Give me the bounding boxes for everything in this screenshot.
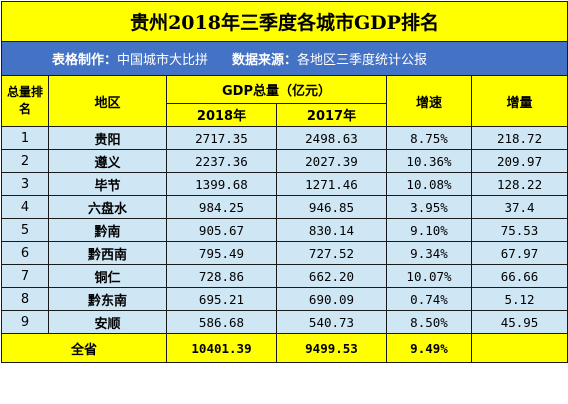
increase-cell: 66.66 [470,264,568,288]
gdp-2018-cell: 2237.36 [166,149,277,173]
region-cell: 贵阳 [48,126,167,150]
rank-cell: 5 [1,218,49,242]
region-cell: 遵义 [48,149,167,173]
gdp-2018-cell: 586.68 [166,310,277,334]
table-row: 1 贵阳 2717.35 2498.63 8.75% 218.72 [1,126,568,150]
header-year-2017: 2017年 [276,102,387,128]
table-title: 贵州2018年三季度各城市GDP排名 [0,1,568,42]
table-row: 6 黔西南 795.49 727.52 9.34% 67.97 [1,241,568,265]
table-row: 4 六盘水 984.25 946.85 3.95% 37.4 [1,195,568,219]
gdp-2018-cell: 728.86 [166,264,277,288]
gdp-2018-cell: 1399.68 [166,172,277,196]
growth-cell: 0.74% [386,287,472,311]
gdp-2017-cell: 2498.63 [276,126,387,150]
increase-cell: 5.12 [470,287,568,311]
region-cell: 黔东南 [48,287,167,311]
total-row: 全省 10401.39 9499.53 9.49% [1,333,568,363]
header-region: 地区 [48,75,167,127]
increase-cell: 45.95 [470,310,568,334]
total-gdp-2018: 10401.39 [166,333,277,363]
total-label: 全省 [1,333,167,363]
increase-cell: 67.97 [470,241,568,265]
gdp-2018-cell: 795.49 [166,241,277,265]
gdp-2017-cell: 830.14 [276,218,387,242]
header-growth: 增速 [386,75,472,127]
gdp-2017-cell: 690.09 [276,287,387,311]
region-cell: 毕节 [48,172,167,196]
total-increase [470,333,568,363]
growth-cell: 10.07% [386,264,472,288]
growth-cell: 10.36% [386,149,472,173]
gdp-2017-cell: 662.20 [276,264,387,288]
meta-row: 表格制作：中国城市大比拼 数据来源：各地区三季度统计公报 [0,41,568,76]
table-row: 5 黔南 905.67 830.14 9.10% 75.53 [1,218,568,242]
header-year-2018: 2018年 [166,102,277,128]
growth-cell: 10.08% [386,172,472,196]
increase-cell: 37.4 [470,195,568,219]
growth-cell: 9.10% [386,218,472,242]
gdp-2017-cell: 2027.39 [276,149,387,173]
gdp-2017-cell: 1271.46 [276,172,387,196]
growth-cell: 8.75% [386,126,472,150]
gdp-2018-cell: 2717.35 [166,126,277,150]
rank-cell: 3 [1,172,49,196]
growth-cell: 3.95% [386,195,472,219]
total-gdp-2017: 9499.53 [276,333,387,363]
rank-cell: 8 [1,287,49,311]
table-row: 2 遵义 2237.36 2027.39 10.36% 209.97 [1,149,568,173]
gdp-2017-cell: 727.52 [276,241,387,265]
maker-label: 表格制作： [52,53,118,68]
rank-cell: 9 [1,310,49,334]
rank-cell: 2 [1,149,49,173]
header-increase: 增量 [470,75,568,127]
source-value: 各地区三季度统计公报 [297,53,428,68]
table-row: 8 黔东南 695.21 690.09 0.74% 5.12 [1,287,568,311]
gdp-2018-cell: 984.25 [166,195,277,219]
growth-cell: 9.34% [386,241,472,265]
region-cell: 铜仁 [48,264,167,288]
gdp-2017-cell: 540.73 [276,310,387,334]
spreadsheet-table: 贵州2018年三季度各城市GDP排名 表格制作：中国城市大比拼 数据来源：各地区三… [0,1,568,363]
rank-cell: 6 [1,241,49,265]
table-row: 3 毕节 1399.68 1271.46 10.08% 128.22 [1,172,568,196]
increase-cell: 209.97 [470,149,568,173]
increase-cell: 128.22 [470,172,568,196]
header-rank: 总量排名 [1,75,49,127]
gdp-2018-cell: 695.21 [166,287,277,311]
maker-value: 中国城市大比拼 [117,53,209,68]
gdp-2018-cell: 905.67 [166,218,277,242]
table-row: 7 铜仁 728.86 662.20 10.07% 66.66 [1,264,568,288]
rank-cell: 4 [1,195,49,219]
region-cell: 黔西南 [48,241,167,265]
table-body: 1 贵阳 2717.35 2498.63 8.75% 218.72 2 遵义 2237.36 20… [1,126,568,334]
header-gdp-total: GDP总量（亿元） [166,75,387,104]
gdp-2017-cell: 946.85 [276,195,387,219]
total-growth: 9.49% [386,333,472,363]
rank-cell: 7 [1,264,49,288]
source-label: 数据来源： [232,53,298,68]
region-cell: 六盘水 [48,195,167,219]
growth-cell: 8.50% [386,310,472,334]
region-cell: 黔南 [48,218,167,242]
table-row: 9 安顺 586.68 540.73 8.50% 45.95 [1,310,568,334]
increase-cell: 75.53 [470,218,568,242]
increase-cell: 218.72 [470,126,568,150]
region-cell: 安顺 [48,310,167,334]
rank-cell: 1 [1,126,49,150]
